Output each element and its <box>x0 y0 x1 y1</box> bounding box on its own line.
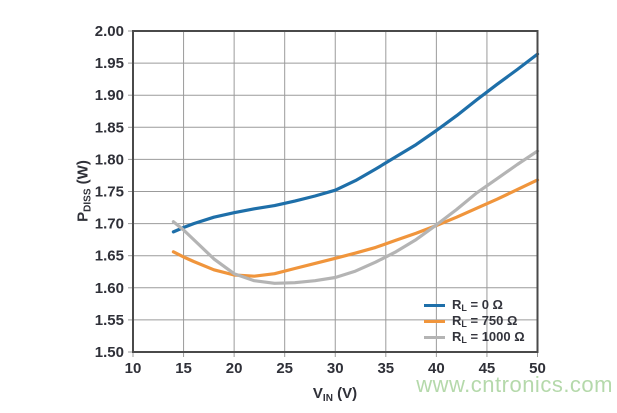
chart-legend: RL = 0 Ω RL = 750 Ω RL = 1000 Ω <box>424 297 525 345</box>
legend-label-rl-0: RL = 0 Ω <box>452 297 503 313</box>
legend-swatch-rl-1000 <box>424 335 445 339</box>
x-tick-label: 15 <box>175 360 192 377</box>
legend-swatch-rl-750 <box>424 319 445 323</box>
x-tick-label: 40 <box>428 360 445 377</box>
y-tick-label: 1.70 <box>95 216 124 233</box>
x-tick-label: 35 <box>377 360 394 377</box>
x-tick-label: 25 <box>276 360 293 377</box>
x-axis-title-sub: IN <box>322 393 333 404</box>
x-axis-title-base: V <box>312 385 323 402</box>
legend-label-rl-1000: RL = 1000 Ω <box>452 329 525 345</box>
y-tick-label: 1.85 <box>95 119 124 136</box>
y-tick-label: 1.80 <box>95 151 124 168</box>
legend-item-rl-750: RL = 750 Ω <box>424 313 525 329</box>
axis-frame <box>132 30 539 353</box>
y-axis-title-unit: (W) <box>74 160 92 189</box>
y-tick-label: 1.60 <box>95 280 124 297</box>
y-tick-label: 1.75 <box>95 184 124 201</box>
y-tick-label: 2.00 <box>95 23 124 40</box>
watermark-text: www.cntronics.com <box>416 372 613 397</box>
y-tick-label: 1.95 <box>95 55 124 72</box>
series-line-1 <box>171 178 540 278</box>
y-axis-title-sub: DISS <box>82 188 94 212</box>
x-axis-title-unit: (V) <box>332 385 358 402</box>
legend-label-rl-750: RL = 750 Ω <box>452 313 518 329</box>
series-line-2 <box>171 149 540 285</box>
y-tick-label: 1.65 <box>95 248 124 265</box>
legend-item-rl-0: RL = 0 Ω <box>424 297 525 313</box>
x-axis-title: VIN (V) <box>133 385 537 404</box>
x-tick-label: 20 <box>226 360 243 377</box>
x-tick-label: 10 <box>125 360 142 377</box>
series-line-0 <box>171 52 540 234</box>
y-tick-label: 1.90 <box>95 87 124 104</box>
legend-item-rl-1000: RL = 1000 Ω <box>424 329 525 345</box>
x-tick-label: 30 <box>327 360 344 377</box>
y-axis-title: PDISS (W) <box>75 160 94 222</box>
y-tick-label: 1.55 <box>95 312 124 329</box>
legend-swatch-rl-0 <box>424 303 445 307</box>
y-axis-title-base: P <box>74 211 92 222</box>
x-tick-label: 50 <box>529 360 546 377</box>
y-tick-label: 1.50 <box>95 344 124 361</box>
x-tick-label: 45 <box>479 360 496 377</box>
